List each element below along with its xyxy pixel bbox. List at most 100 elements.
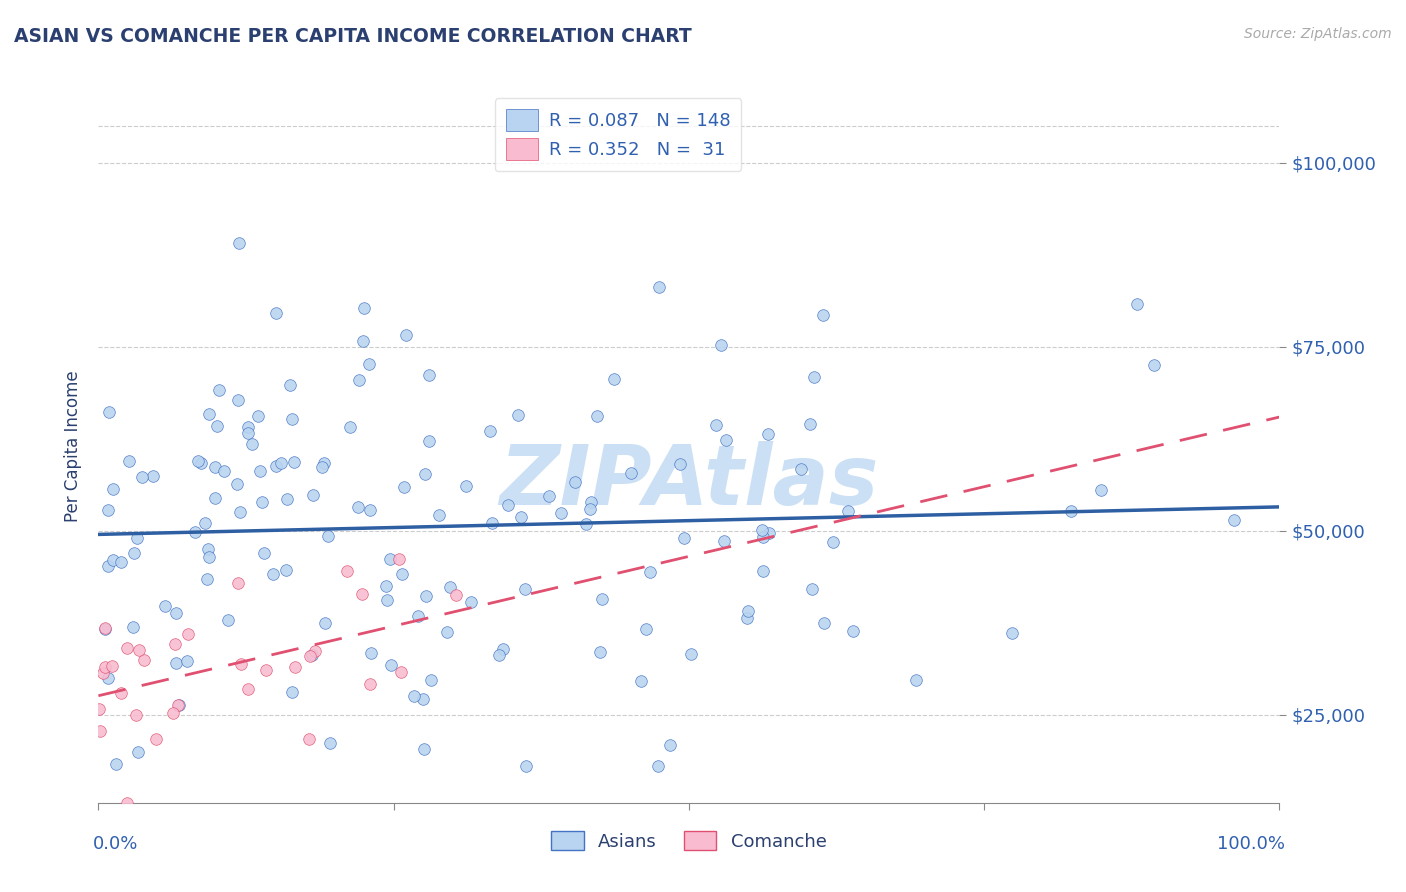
Point [249, 464, 271, 478]
Point [89, 724, 111, 739]
Point [266, 306, 288, 320]
Point [380, 551, 402, 566]
Point [374, 579, 396, 593]
Point [1222, 513, 1244, 527]
Point [97, 503, 120, 517]
Text: Source: ZipAtlas.com: Source: ZipAtlas.com [1244, 27, 1392, 41]
Y-axis label: Per Capita Income: Per Capita Income [63, 370, 82, 522]
Point [412, 692, 434, 706]
Point [197, 572, 219, 586]
Point [162, 706, 184, 720]
Point [439, 581, 461, 595]
Point [842, 624, 865, 638]
Point [298, 731, 321, 746]
Point [513, 582, 536, 597]
Point [226, 576, 249, 591]
Point [125, 707, 148, 722]
Point [155, 599, 177, 613]
Text: ZIPAtlas: ZIPAtlas [499, 442, 879, 522]
Point [91, 666, 114, 681]
Point [837, 503, 859, 517]
Point [167, 698, 190, 713]
Point [169, 698, 191, 713]
Point [510, 509, 533, 524]
Point [252, 545, 274, 559]
Point [347, 373, 370, 387]
Legend: Asians, Comanche: Asians, Comanche [544, 824, 834, 858]
Point [515, 759, 537, 773]
Point [301, 648, 323, 663]
Point [94, 621, 117, 635]
Point [118, 453, 141, 467]
Point [575, 516, 598, 531]
Point [336, 564, 359, 578]
Point [165, 606, 187, 620]
Point [1143, 359, 1166, 373]
Point [311, 459, 333, 474]
Point [436, 624, 458, 639]
Point [679, 648, 702, 662]
Point [226, 393, 249, 408]
Point [602, 372, 624, 386]
Point [266, 458, 288, 473]
Point [391, 566, 413, 581]
Point [756, 427, 779, 442]
Point [127, 745, 149, 759]
Point [145, 731, 167, 746]
Point [176, 654, 198, 668]
Point [339, 420, 361, 434]
Point [460, 595, 482, 609]
Point [247, 409, 270, 423]
Point [278, 378, 301, 392]
Point [1090, 483, 1112, 497]
Point [103, 482, 125, 496]
Point [105, 757, 128, 772]
Point [714, 433, 737, 447]
Point [115, 796, 138, 810]
Point [250, 494, 273, 508]
Text: 0.0%: 0.0% [93, 835, 138, 853]
Point [481, 516, 503, 530]
Point [165, 656, 187, 670]
Point [418, 368, 440, 383]
Point [110, 686, 132, 700]
Point [359, 503, 381, 517]
Point [648, 280, 671, 294]
Point [198, 407, 221, 421]
Point [229, 505, 252, 519]
Point [638, 565, 661, 579]
Point [142, 468, 165, 483]
Point [496, 498, 519, 512]
Point [752, 564, 775, 578]
Point [589, 645, 612, 659]
Point [634, 622, 657, 636]
Point [97, 405, 120, 419]
Point [212, 464, 235, 478]
Point [758, 525, 780, 540]
Point [492, 642, 515, 657]
Point [87, 701, 110, 715]
Point [389, 665, 412, 679]
Point [630, 674, 652, 689]
Point [347, 500, 370, 515]
Point [131, 470, 153, 484]
Point [197, 541, 219, 556]
Point [93, 660, 115, 674]
Point [254, 663, 277, 677]
Point [302, 488, 325, 502]
Point [800, 582, 823, 597]
Point [647, 759, 669, 773]
Point [208, 384, 231, 398]
Point [412, 742, 434, 756]
Point [276, 563, 298, 577]
Point [122, 620, 145, 634]
Point [578, 501, 600, 516]
Point [537, 489, 560, 503]
Point [420, 673, 443, 687]
Point [591, 591, 613, 606]
Point [406, 609, 429, 624]
Point [184, 524, 207, 539]
Point [115, 640, 138, 655]
Point [713, 533, 735, 548]
Point [446, 588, 468, 602]
